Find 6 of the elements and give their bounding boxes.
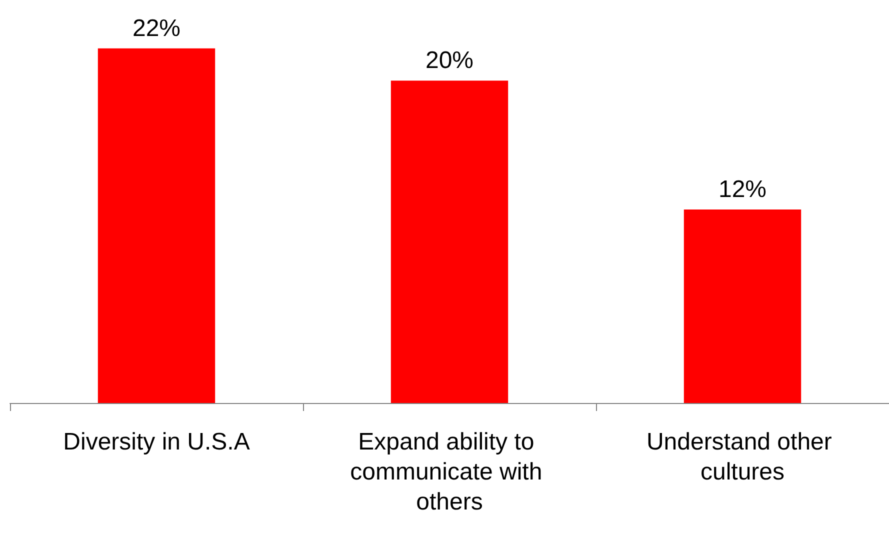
x-tick-label: Expand ability to communicate with others: [350, 428, 549, 516]
x-tick-label: Diversity in U.S.A: [63, 428, 250, 456]
x-tick-label: Understand other cultures: [646, 428, 839, 486]
data-label: 20%: [425, 47, 474, 74]
data-label: 22%: [132, 14, 181, 42]
data-label: 12%: [718, 176, 767, 204]
